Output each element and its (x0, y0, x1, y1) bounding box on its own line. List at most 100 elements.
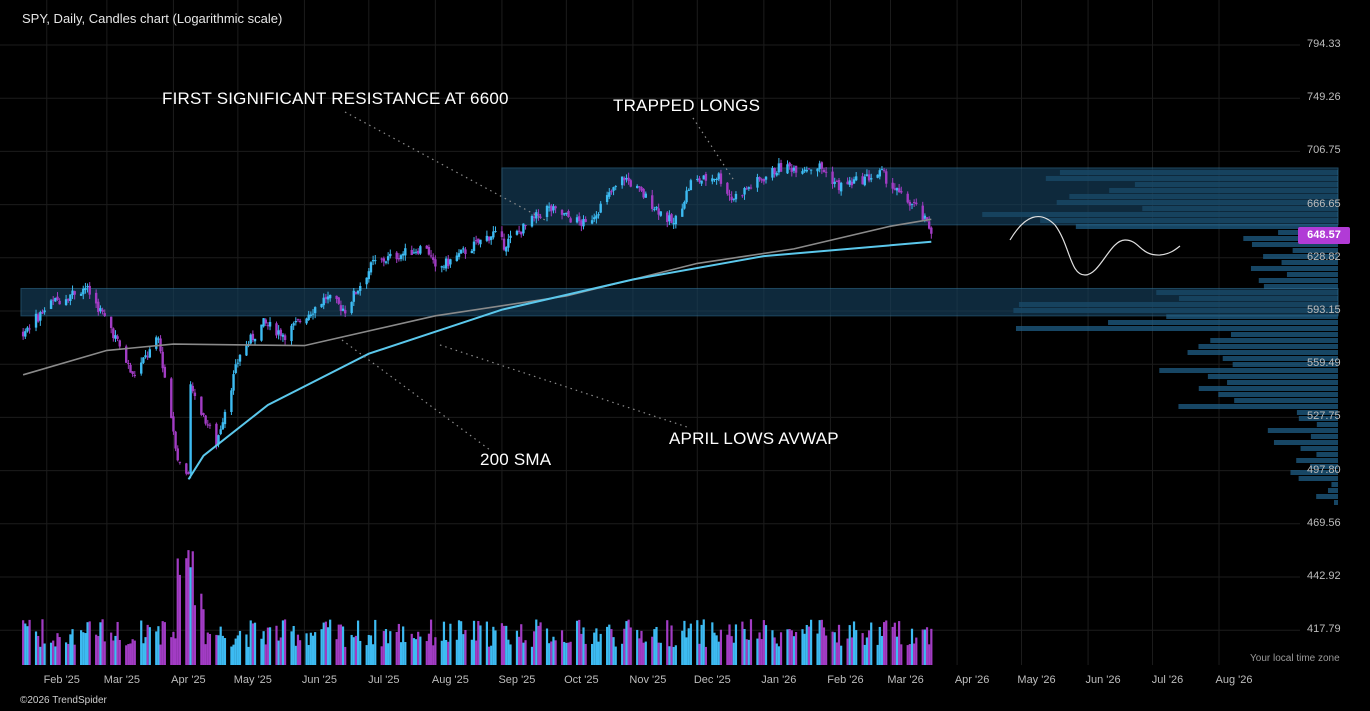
candle-body (94, 292, 98, 304)
volume-bar (95, 634, 98, 665)
volume-bar (380, 646, 383, 665)
candle-body (399, 255, 403, 259)
volume-bar (900, 644, 903, 665)
volume-bar (672, 646, 675, 665)
candle-body (230, 390, 233, 412)
candle-body (187, 472, 190, 475)
volume-bar (350, 634, 353, 665)
volume-profile-bar (1300, 446, 1338, 451)
volume-bar (159, 644, 162, 665)
annotation-200-sma: 200 SMA (480, 450, 552, 469)
candle-body (554, 206, 557, 209)
candle-body (515, 230, 519, 235)
candle-body (131, 371, 134, 374)
candle-body (64, 299, 68, 306)
volume-bar (24, 623, 27, 665)
volume-profile-bar (1334, 500, 1338, 505)
volume-bar (127, 644, 130, 665)
candle-body (380, 258, 383, 260)
candle-body (749, 187, 753, 189)
volume-bar (507, 639, 510, 665)
candle-body (71, 290, 74, 296)
volume-bar (582, 627, 585, 665)
volume-bar (58, 637, 61, 665)
volume-bar (170, 637, 173, 665)
candle-body (215, 423, 218, 446)
volume-bar (410, 633, 413, 665)
candle-body (734, 193, 738, 200)
timezone-note: Your local time zone (1250, 653, 1340, 664)
candle-body (681, 208, 684, 217)
volume-bar (537, 625, 540, 665)
candle-body (328, 294, 332, 299)
candle-body (337, 297, 340, 304)
volume-bar (384, 629, 388, 665)
volume-bar (629, 627, 632, 665)
candle-body (472, 241, 476, 251)
volume-bar (382, 631, 385, 665)
volume-bar (655, 626, 658, 665)
volume-profile-bar (1210, 338, 1338, 343)
volume-bar (923, 629, 926, 665)
y-tick-label: 666.65 (1307, 197, 1341, 210)
volume-bar (524, 640, 527, 665)
volume-profile-bar (1222, 356, 1338, 361)
volume-bar (54, 646, 57, 665)
volume-bar (820, 619, 823, 665)
x-tick-label: Jul '25 (368, 674, 400, 686)
candle-body (251, 333, 255, 340)
volume-bar (644, 641, 647, 665)
candle-body (537, 213, 540, 216)
volume-bar (86, 622, 89, 665)
volume-bar (114, 635, 117, 665)
candle-body (260, 324, 263, 341)
annotation-avwap: APRIL LOWS AVWAP (669, 429, 839, 448)
volume-bar (71, 629, 74, 665)
chart-title: SPY, Daily, Candles chart (Logarithmic s… (22, 11, 283, 26)
candle-body (625, 177, 628, 180)
volume-bar (734, 624, 738, 665)
candle-body (339, 305, 343, 311)
volume-bar (455, 639, 458, 665)
volume-bar (311, 635, 315, 665)
volume-bar (732, 642, 735, 665)
y-tick-label: 559.49 (1307, 357, 1341, 370)
candle-body (517, 230, 521, 232)
volume-bar (913, 643, 916, 665)
volume-bar (509, 644, 512, 665)
volume-profile-bar (1251, 242, 1338, 247)
volume-bar (855, 630, 858, 665)
y-tick-label: 794.33 (1307, 38, 1341, 50)
candle-body (155, 337, 158, 349)
volume-bar (863, 644, 866, 665)
volume-profile-bar (1263, 254, 1338, 259)
volume-bar (518, 636, 521, 665)
volume-bar (172, 631, 175, 665)
x-tick-label: May '25 (233, 674, 272, 686)
volume-bar (599, 633, 602, 665)
volume-profile-bar (1015, 326, 1338, 331)
volume-profile-bar (1232, 362, 1338, 367)
candle-body (432, 257, 435, 260)
volume-bar (67, 643, 70, 665)
volume-bar (445, 640, 448, 665)
candle-body (822, 169, 826, 173)
candle-body (850, 181, 854, 186)
volume-bar (636, 629, 639, 665)
volume-bar (818, 620, 821, 665)
candle-body (775, 173, 778, 176)
candle-body (264, 319, 267, 324)
volume-bar (99, 622, 102, 665)
candle-body (281, 334, 285, 337)
candle-body (49, 300, 53, 309)
volume-bar (565, 642, 568, 665)
volume-bar (921, 629, 924, 665)
candle-body (567, 211, 570, 218)
candle-body (427, 247, 431, 255)
candle-body (305, 318, 308, 324)
candle-body (103, 313, 106, 317)
candle-body (683, 202, 686, 209)
x-tick-label: Apr '26 (954, 674, 990, 686)
candle-body (268, 321, 272, 327)
